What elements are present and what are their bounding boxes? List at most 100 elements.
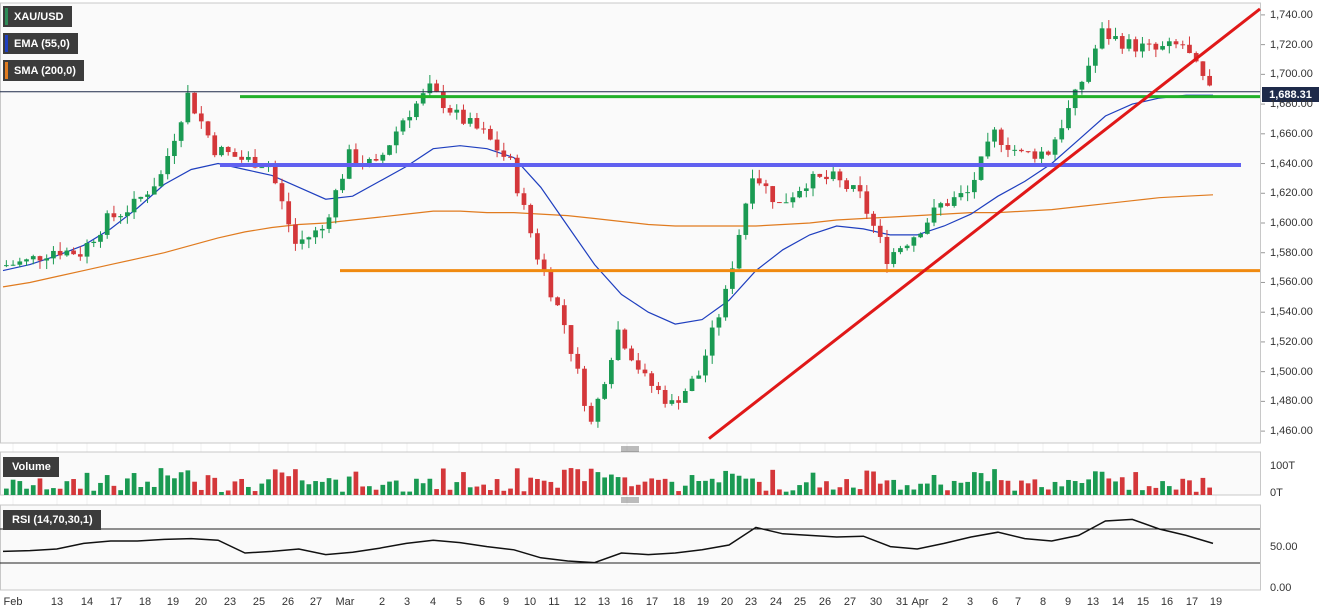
volume-bar (185, 470, 191, 495)
candle-body (198, 113, 204, 122)
volume-bar (71, 479, 76, 495)
candle-body (467, 118, 473, 124)
date-tick-label: 20 (194, 596, 208, 608)
candle-body (293, 224, 298, 244)
volume-bar (985, 481, 991, 495)
candle-body (924, 222, 930, 234)
date-tick-label: 9 (502, 596, 510, 608)
candle-body (548, 271, 554, 298)
candle-body (326, 217, 332, 229)
price-tick-label: 1,620.00 (1270, 187, 1313, 200)
candle-body (1119, 36, 1125, 49)
volume-bar (198, 489, 204, 495)
volume-bar (938, 484, 944, 495)
candle-body (508, 156, 513, 158)
candle-body (313, 230, 318, 238)
date-tick-label: 15 (1136, 596, 1150, 608)
candle-body (138, 196, 144, 199)
volume-bar (945, 490, 950, 495)
candle-body (427, 83, 433, 94)
volume-bar (609, 474, 614, 495)
sma-path (2, 194, 1214, 288)
volume-bar (561, 469, 567, 495)
volume-bar (1052, 481, 1058, 495)
date-tick-label: 13 (50, 596, 64, 608)
price-tick-label: 1,460.00 (1270, 425, 1313, 438)
date-tick-label: 17 (1185, 596, 1199, 608)
date-tick-label: 13 (1086, 596, 1100, 608)
volume-bar (582, 481, 587, 495)
date-tick-label: Feb (3, 596, 23, 608)
volume-bar (689, 475, 695, 495)
candle-body (595, 398, 601, 422)
volume-bar (91, 490, 97, 495)
candle-body (1140, 43, 1145, 52)
candle-body (286, 201, 292, 225)
volume-bar (84, 472, 90, 495)
volume-bar (481, 484, 486, 495)
candle-body (125, 212, 130, 217)
rsi-pane-label[interactable]: RSI (14,70,30,1) (3, 510, 101, 530)
volume-bar (272, 469, 278, 495)
candle-body (1099, 28, 1105, 49)
rsi-series (0, 518, 1260, 564)
pane-resize-handles[interactable] (621, 446, 639, 503)
date-tick-label: 26 (281, 596, 295, 608)
candle-body (629, 348, 634, 361)
candle-body (978, 156, 984, 180)
candle-body (797, 190, 802, 198)
candle-body (1072, 89, 1078, 109)
date-tick-label: 5 (455, 596, 463, 608)
date-tick-label: 17 (645, 596, 659, 608)
legend-sma[interactable]: SMA (200,0) (3, 60, 84, 81)
candle-body (575, 353, 581, 369)
date-tick-label: 2 (378, 596, 386, 608)
volume-bar (447, 489, 453, 495)
volume-bar (824, 481, 829, 495)
sma-line (2, 194, 1214, 288)
candle-body (57, 250, 63, 256)
candle-body (246, 156, 251, 160)
candle-body (588, 405, 594, 422)
candle-body (696, 375, 702, 379)
volume-bar (622, 477, 628, 495)
candle-body (4, 265, 9, 267)
legend-ema[interactable]: EMA (55,0) (3, 33, 78, 54)
date-tick-label: 11 (548, 596, 560, 608)
candle-body (178, 122, 184, 141)
candle-body (689, 378, 695, 392)
volume-bar (420, 483, 426, 495)
candle-body (682, 391, 688, 403)
candle-body (400, 120, 406, 132)
volume-bar (750, 478, 755, 495)
candle-body (414, 103, 419, 118)
volume-bar (151, 486, 157, 495)
volume-bar (30, 485, 36, 495)
candle-body (185, 92, 191, 123)
candle-body (299, 239, 305, 244)
volume-bar (555, 487, 560, 495)
volume-bar (232, 481, 238, 495)
drawn-levels[interactable] (0, 7, 1261, 440)
volume-bars (4, 468, 1212, 495)
candle-body (1066, 108, 1071, 129)
volume-bar (246, 486, 251, 495)
legend-symbol[interactable]: XAU/USD (3, 6, 72, 27)
volume-bar (266, 479, 271, 495)
candle-body (1180, 44, 1186, 46)
volume-bar (205, 475, 211, 495)
volume-bar (965, 481, 970, 495)
rsi-path (2, 518, 1214, 564)
candle-body (1086, 65, 1091, 82)
candle-body (353, 149, 359, 164)
date-tick-label: Mar (335, 596, 355, 608)
volume-pane-label[interactable]: Volume (3, 457, 59, 477)
last-price-badge: 1,688.31 (1262, 87, 1319, 102)
volume-bar (817, 487, 823, 495)
candle-body (561, 305, 567, 326)
date-tick-label: 18 (672, 596, 686, 608)
candle-body (259, 167, 265, 169)
volume-bar (1173, 489, 1179, 495)
volume-bar (387, 481, 392, 495)
volume-bar (662, 478, 668, 495)
